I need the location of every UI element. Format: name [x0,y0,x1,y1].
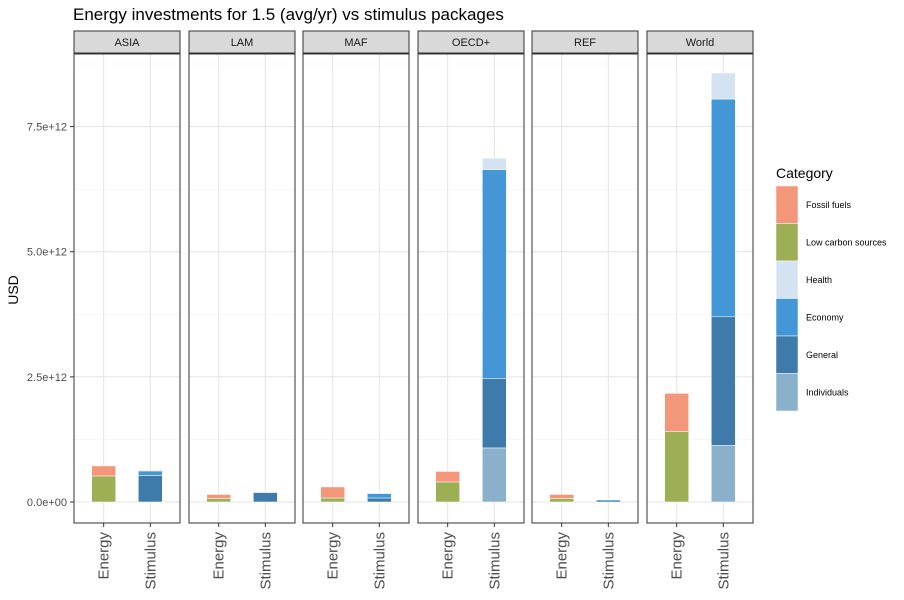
x-tick-label: Energy [211,532,228,580]
facet-strip [73,30,181,54]
x-tick-label: Energy [96,532,113,580]
bar-segment [320,497,345,503]
x-tick-label: Energy [669,532,686,580]
bar-segment [138,469,163,472]
bar-segment [320,486,345,499]
panel-background [303,54,409,523]
legend-title: Category [776,165,833,181]
x-tick-label: Energy [440,532,457,580]
bar-segment [367,497,392,503]
panel-border [73,53,181,524]
facet-panel: World Energy Stimulus [646,30,754,590]
bar-segment [253,491,278,493]
x-tick-label: Stimulus [257,532,274,590]
legend-label: General [806,350,838,360]
legend-key [775,185,799,224]
y-axis-label: USD [5,275,21,305]
bar-segment [435,481,460,503]
bar-segment [549,494,574,499]
facet-strip [531,30,639,54]
facet-strip [417,30,525,54]
bar-segment [711,98,736,318]
bar-segment [367,493,392,499]
bar-segment [206,498,231,503]
bar-segment [91,465,116,477]
bar-segment [206,494,231,499]
bar-segment [664,431,689,503]
x-tick-label: Stimulus [715,532,732,590]
facet-panel: REF Energy Stimulus [531,30,639,590]
y-tick-label: 7.5e+12 [27,122,67,134]
facet-strip-label: LAM [231,37,254,49]
legend-key [775,260,799,299]
y-tick-label: 0.0e+00 [27,497,67,509]
legend-key [775,298,799,337]
facet-panel: ASIA Energy Stimulus [73,30,181,590]
legend-key [775,373,799,412]
panel-background [647,54,753,523]
facet-strip [302,30,410,54]
bar-segment [482,447,507,503]
chart-title: Energy investments for 1.5 (avg/yr) vs s… [73,5,504,24]
y-axis-ticks: 0.0e+00 2.5e+12 5.0e+12 7.5e+12 [27,122,74,509]
bar-segment [664,393,689,432]
facet-strip [188,30,296,54]
legend-key [775,335,799,374]
facet-strip-label: OECD+ [452,37,490,49]
bar-segment [138,475,163,503]
x-tick-label: Energy [325,532,342,580]
bar-segment [596,499,621,501]
x-tick-label: Energy [554,532,571,580]
panel-background [74,54,180,523]
bar-segment [482,157,507,170]
legend-label: Health [806,275,832,285]
bar-segment [711,72,736,100]
legend-items: Fossil fuels Low carbon sources Health Econ… [775,185,887,412]
x-tick-label: Stimulus [371,532,388,590]
facet-strip-label: World [686,37,715,49]
facet-strip-label: ASIA [114,37,140,49]
bar-segment [482,169,507,379]
panel-border [188,53,296,524]
x-tick-label: Stimulus [486,532,503,590]
x-tick-label: Stimulus [142,532,159,590]
legend-label: Economy [806,312,844,322]
facet-panel: OECD+ Energy Stimulus [417,30,525,590]
facet-panel: MAF Energy Stimulus [302,30,410,590]
facet-panel: LAM Energy Stimulus [188,30,296,590]
bar-segment [138,470,163,476]
bar-segment [253,492,278,503]
panel-background [418,54,524,523]
bar-segment [596,499,621,503]
legend-label: Individuals [806,387,849,397]
y-tick-label: 5.0e+12 [27,247,67,259]
legend: Category Fossil fuels Low carbon sources H… [775,165,887,412]
panel-background [532,54,638,523]
panel-border [302,53,410,524]
facet-strip [646,30,754,54]
bar-segment [711,316,736,446]
x-tick-label: Stimulus [600,532,617,590]
facet-panels: ASIA Energy Stimulus LAM Energy Stimulus MAF En… [73,30,754,590]
panel-border [417,53,525,524]
legend-label: Low carbon sources [806,237,887,247]
facet-strip-label: MAF [344,37,368,49]
bar-segment [367,492,392,494]
legend-key [775,223,799,262]
bar-segment [91,475,116,503]
legend-label: Fossil fuels [806,200,852,210]
bar-segment [549,498,574,503]
bar-segment [711,445,736,503]
panel-border [531,53,639,524]
bar-segment [482,378,507,449]
y-tick-label: 2.5e+12 [27,372,67,384]
facet-strip-label: REF [574,37,596,49]
bar-segment [435,471,460,483]
panel-background [189,54,295,523]
panel-border [646,53,754,524]
